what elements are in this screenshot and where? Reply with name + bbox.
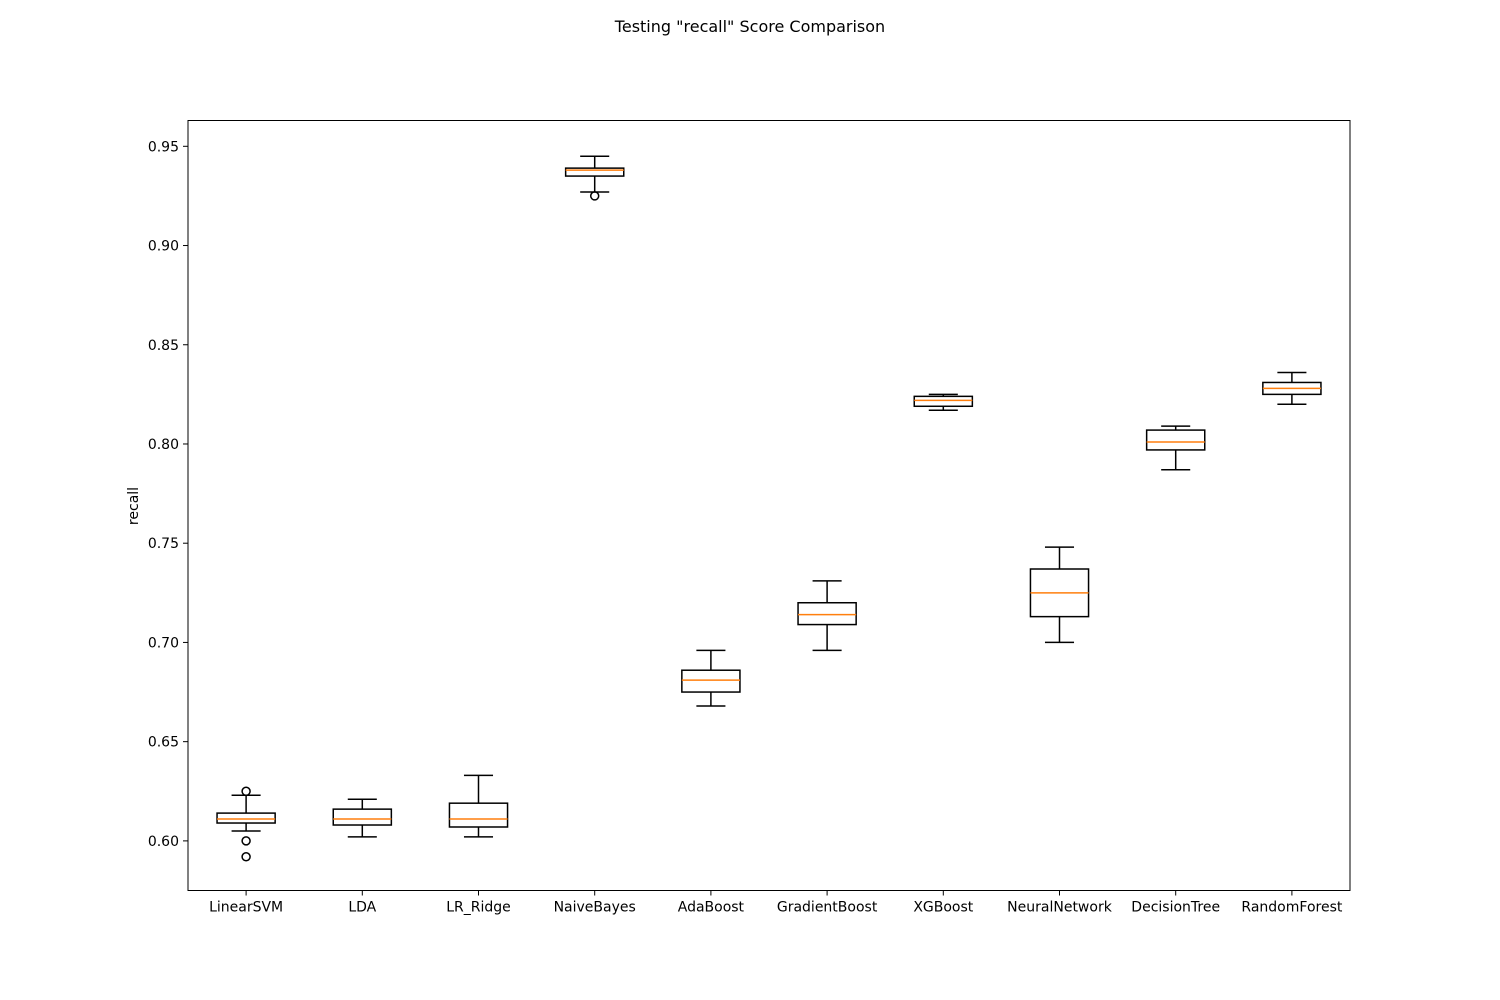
iqr-box [797, 601, 857, 626]
box-lda: LDA [332, 798, 393, 916]
y-tick-label: 0.90 [148, 239, 179, 255]
y-tick-label: 0.80 [148, 437, 179, 453]
x-tick-label: NaiveBayes [554, 900, 636, 916]
y-tick-label: 0.95 [148, 139, 179, 155]
box-adaboost: AdaBoost [678, 649, 745, 916]
x-tick-label: GradientBoost [777, 900, 878, 916]
outlier-point [241, 836, 251, 846]
box-linearsvm: LinearSVM [209, 786, 283, 916]
box-xgboost: XGBoost [913, 393, 974, 916]
box-gradientboost: GradientBoost [777, 580, 878, 916]
box-decisiontree: DecisionTree [1131, 425, 1220, 916]
iqr-box [332, 808, 393, 826]
plot-frame [187, 120, 1351, 891]
outlier-point [241, 852, 251, 862]
box-randomforest: RandomForest [1241, 371, 1343, 916]
box-naivebayes: NaiveBayes [554, 155, 636, 916]
iqr-box [448, 802, 509, 828]
y-tick-label: 0.65 [148, 735, 179, 751]
outlier-point [589, 191, 600, 201]
x-tick-label: DecisionTree [1131, 900, 1220, 916]
box-lr_ridge: LR_Ridge [446, 774, 511, 916]
chart-title: Testing "recall" Score Comparison [614, 17, 885, 36]
iqr-box [913, 395, 974, 408]
outlier-point [241, 786, 251, 797]
x-tick-label: LR_Ridge [446, 900, 511, 916]
y-tick-label: 0.85 [148, 338, 179, 354]
x-tick-label: NeuralNetwork [1007, 900, 1113, 916]
x-tick-label: XGBoost [913, 900, 973, 916]
box-neuralnetwork: NeuralNetwork [1007, 546, 1113, 916]
iqr-box [1145, 429, 1206, 451]
iqr-box [564, 167, 625, 177]
x-tick-label: LDA [348, 900, 376, 916]
iqr-box [216, 812, 276, 824]
y-tick-label: 0.60 [148, 834, 179, 850]
x-tick-label: RandomForest [1241, 900, 1342, 916]
y-axis-label: recall [126, 487, 142, 525]
plot-area: 0.60 0.65 0.70 0.75 0.80 0.85 0.90 0.95 LinearSV… [148, 139, 1343, 915]
y-tick-label: 0.70 [148, 635, 179, 651]
x-tick-label: LinearSVM [209, 900, 283, 916]
y-tick-label: 0.75 [148, 536, 179, 552]
iqr-box [681, 669, 741, 693]
x-tick-label: AdaBoost [678, 900, 745, 916]
